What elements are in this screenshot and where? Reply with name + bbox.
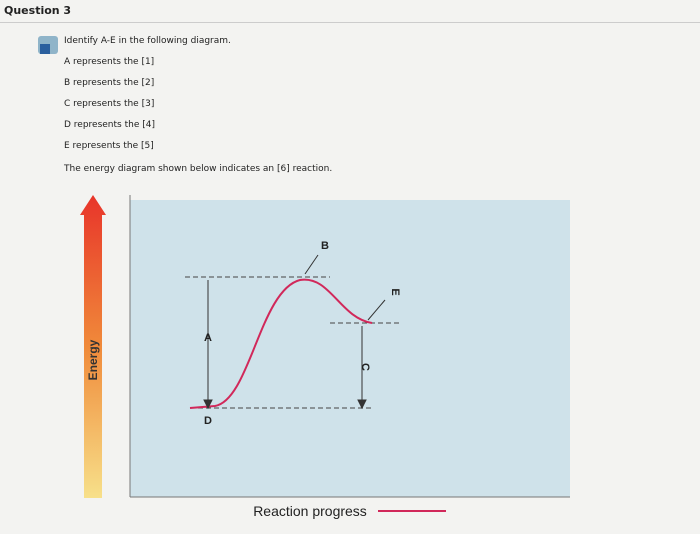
plot-area [130,200,570,497]
pointer-b [304,254,319,275]
label-d: D [204,415,212,427]
label-e: E [389,288,401,295]
label-a: A [204,332,212,344]
pointer-e [367,299,386,321]
question-title: Question 3 [4,4,72,17]
divider [0,22,700,23]
x-axis-label: Reaction progress [253,503,367,519]
prompt: Identify A-E in the following diagram. [64,36,231,46]
answer-line: C represents the [3] [64,99,155,109]
y-axis-label: Energy [86,339,100,380]
answer-line: B represents the [2] [64,78,155,88]
statement: The energy diagram shown below indicates… [64,164,333,174]
answer-line: A represents the [1] [64,57,155,67]
label-b: B [321,240,329,252]
arrowhead [357,399,367,410]
energy-curve [189,278,373,409]
icon-badge [40,44,50,54]
answer-line: E represents the [5] [64,141,154,151]
arrowhead [203,399,213,410]
answer-line: D represents the [4] [64,120,155,130]
energy-arrow [80,195,106,498]
label-c: C [359,363,371,371]
